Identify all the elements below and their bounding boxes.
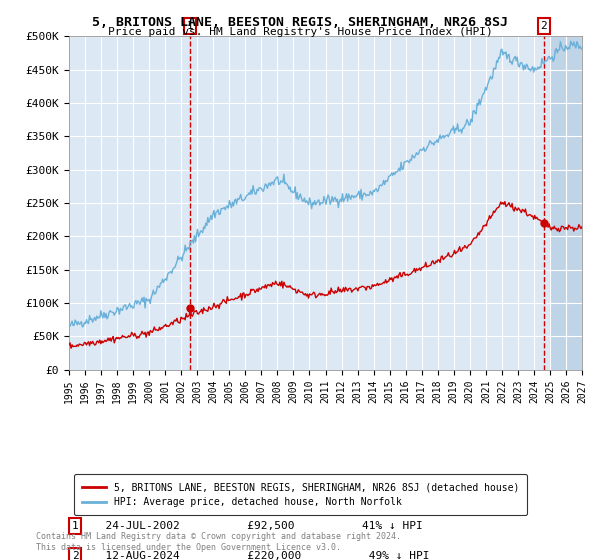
Text: 2: 2 bbox=[541, 21, 547, 31]
Text: Price paid vs. HM Land Registry's House Price Index (HPI): Price paid vs. HM Land Registry's House … bbox=[107, 27, 493, 37]
Text: 12-AUG-2024          £220,000          49% ↓ HPI: 12-AUG-2024 £220,000 49% ↓ HPI bbox=[92, 551, 430, 560]
Text: Contains HM Land Registry data © Crown copyright and database right 2024.
This d: Contains HM Land Registry data © Crown c… bbox=[36, 532, 401, 552]
Text: 24-JUL-2002          £92,500          41% ↓ HPI: 24-JUL-2002 £92,500 41% ↓ HPI bbox=[92, 521, 423, 531]
Text: 5, BRITONS LANE, BEESTON REGIS, SHERINGHAM, NR26 8SJ: 5, BRITONS LANE, BEESTON REGIS, SHERINGH… bbox=[92, 16, 508, 29]
Text: 2: 2 bbox=[72, 551, 79, 560]
Text: 1: 1 bbox=[187, 21, 194, 31]
Legend: 5, BRITONS LANE, BEESTON REGIS, SHERINGHAM, NR26 8SJ (detached house), HPI: Aver: 5, BRITONS LANE, BEESTON REGIS, SHERINGH… bbox=[74, 474, 527, 515]
Bar bbox=[550, 36, 582, 370]
Text: 1: 1 bbox=[72, 521, 79, 531]
